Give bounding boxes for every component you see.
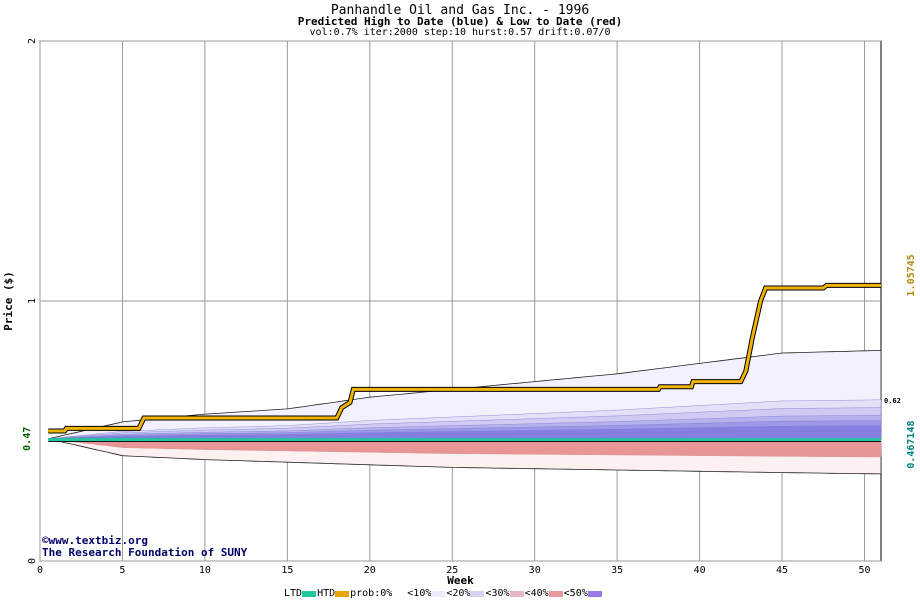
- legend-50-swatch: [587, 590, 602, 597]
- y-axis-label: Price ($): [2, 271, 15, 331]
- x-tick-label: 10: [199, 565, 211, 576]
- x-tick-label: 40: [694, 565, 706, 576]
- htd-line: [48, 283, 881, 433]
- legend-30-label: <30%: [485, 588, 510, 599]
- x-tick-label: 25: [446, 565, 458, 576]
- legend-10-swatch: [431, 590, 446, 597]
- legend-50-label: <50%: [563, 588, 588, 599]
- start-price-label: 0.47: [22, 427, 33, 451]
- chart-title: Panhandle Oil and Gas Inc. - 1996: [330, 3, 590, 18]
- legend-20-label: <20%: [446, 588, 471, 599]
- chart-params: vol:0.7% iter:2000 step:10 hurst:0.57 dr…: [309, 27, 611, 38]
- credit-site: ©www.textbiz.org: [42, 534, 148, 547]
- credit-org: The Research Foundation of SUNY: [42, 546, 248, 559]
- chart-subtitle: Predicted High to Date (blue) & Low to D…: [297, 15, 623, 28]
- x-tick-label: 20: [364, 565, 376, 576]
- y-tick-label: 2: [27, 38, 38, 44]
- x-axis-label: Week: [447, 574, 474, 587]
- y-tick-label: 0: [27, 558, 38, 564]
- legend-ltd-swatch: [302, 590, 317, 597]
- legend-10-label: <10%: [407, 588, 432, 599]
- x-tick-label: 15: [281, 565, 293, 576]
- x-tick-label: 35: [611, 565, 623, 576]
- legend-prob-label: prob:0%: [350, 588, 393, 599]
- legend: LTD HTD prob:0% <10% <20% <30% <40% <50%: [284, 588, 603, 600]
- htd-final-label: 1.05745: [906, 254, 917, 296]
- x-tick-label: 0: [37, 565, 43, 576]
- x-tick-label: 30: [529, 565, 541, 576]
- legend-30-swatch: [509, 590, 524, 597]
- legend-htd-label: HTD: [317, 588, 336, 599]
- x-tick-label: 45: [776, 565, 788, 576]
- legend-ltd-label: LTD: [284, 588, 303, 599]
- x-tick-label: 50: [858, 565, 870, 576]
- y-tick-label: 1: [27, 298, 38, 304]
- legend-40-label: <40%: [524, 588, 549, 599]
- x-tick-label: 5: [119, 565, 125, 576]
- legend-40-swatch: [548, 590, 563, 597]
- legend-0-swatch: [392, 590, 407, 597]
- ltd-final-label: 0.467148: [906, 420, 917, 468]
- legend-20-swatch: [470, 590, 485, 597]
- legend-htd-swatch: [335, 590, 350, 597]
- band-top-label: 0.62: [884, 397, 901, 405]
